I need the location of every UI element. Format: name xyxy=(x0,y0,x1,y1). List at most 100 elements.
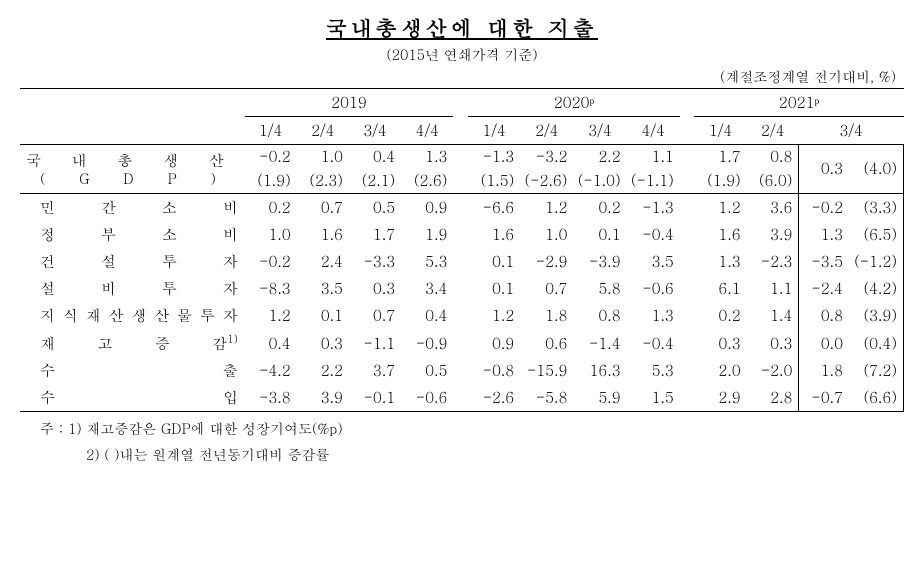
year-2020: 2020ᵖ xyxy=(468,89,680,117)
year-2021: 2021ᵖ xyxy=(694,89,903,117)
cell-value: 1.6 xyxy=(468,221,520,248)
cell-value: 3.5 xyxy=(627,248,680,275)
cell-value: -1.1 xyxy=(349,329,401,357)
cell-yoy: (6.0) xyxy=(747,169,799,194)
highlight-paren: (6.6) xyxy=(849,384,903,412)
q-header: 1/4 xyxy=(245,117,297,145)
cell-value: -0.2 xyxy=(245,248,297,275)
cell-value: 2.2 xyxy=(297,357,349,384)
footnote-2: 2) ( )내는 원계열 전년동기대비 증감률 xyxy=(20,444,904,464)
cell-value: -0.4 xyxy=(627,221,680,248)
cell-value: -15.9 xyxy=(520,357,573,384)
row-label: 건 설 투 자 xyxy=(20,248,230,275)
row-label-gdp: 국 내 총 생 산( G D P ) xyxy=(20,145,230,194)
cell-value: 1.2 xyxy=(245,302,297,329)
q-header: 4/4 xyxy=(627,117,680,145)
cell-value: 5.3 xyxy=(627,357,680,384)
highlight-main: -3.5 xyxy=(799,248,849,275)
cell-value: 0.8 xyxy=(573,302,626,329)
cell-value: 0.1 xyxy=(468,248,520,275)
cell-value: -2.3 xyxy=(747,248,799,275)
highlight-paren: (0.4) xyxy=(849,329,903,357)
cell-value: -1.3 xyxy=(627,194,680,222)
cell-value: 1.0 xyxy=(297,145,349,170)
cell-value: -0.6 xyxy=(627,275,680,302)
highlight-paren: (-1.2) xyxy=(849,248,903,275)
cell-value: 0.7 xyxy=(297,194,349,222)
cell-value: 0.6 xyxy=(520,329,573,357)
cell-value: 2.0 xyxy=(694,357,746,384)
cell-value: 1.7 xyxy=(349,221,401,248)
cell-value: 1.9 xyxy=(401,221,453,248)
row-label: 정 부 소 비 xyxy=(20,221,230,248)
cell-value: 16.3 xyxy=(573,357,626,384)
cell-value: 2.4 xyxy=(297,248,349,275)
cell-value: -3.2 xyxy=(520,145,573,170)
cell-value: 1.2 xyxy=(694,194,746,222)
cell-value: 0.1 xyxy=(468,275,520,302)
cell-value: -0.2 xyxy=(245,145,297,170)
cell-value: -8.3 xyxy=(245,275,297,302)
cell-yoy: (2.6) xyxy=(401,169,453,194)
cell-value: 3.5 xyxy=(297,275,349,302)
cell-value: -0.8 xyxy=(468,357,520,384)
table-head: 2019 2020ᵖ 2021ᵖ 1/4 2/4 3/4 4/4 1/4 2/4… xyxy=(20,89,904,145)
cell-yoy: (1.9) xyxy=(245,169,297,194)
table-body: 국 내 총 생 산( G D P )-0.21.00.41.3-1.3-3.22… xyxy=(20,145,904,412)
cell-value: 2.9 xyxy=(694,384,746,412)
highlight-paren: (3.9) xyxy=(849,302,903,329)
cell-value: 0.5 xyxy=(401,357,453,384)
cell-value: 3.9 xyxy=(297,384,349,412)
cell-value: 0.1 xyxy=(573,221,626,248)
cell-value: -3.9 xyxy=(573,248,626,275)
row-label: 지 식 재 산 생 산 물 투 자 xyxy=(20,302,230,329)
cell-value: 1.3 xyxy=(627,302,680,329)
cell-value: -0.6 xyxy=(401,384,453,412)
footnote-1: 주 : 1) 재고증감은 GDP에 대한 성장기여도(%p) xyxy=(20,418,904,438)
q-header: 4/4 xyxy=(401,117,453,145)
cell-value: 3.6 xyxy=(747,194,799,222)
cell-value: 1.2 xyxy=(468,302,520,329)
unit-note: (계절조정계열 전기대비, %) xyxy=(20,66,904,86)
table-title: 국내총생산에 대한 지출 xyxy=(20,12,904,42)
highlight-main: -2.4 xyxy=(799,275,849,302)
cell-value: 1.0 xyxy=(520,221,573,248)
cell-value: 1.8 xyxy=(520,302,573,329)
q-header: 2/4 xyxy=(520,117,573,145)
table-subtitle: (2015년 연쇄가격 기준) xyxy=(20,44,904,64)
row-label: 설 비 투 자 xyxy=(20,275,230,302)
cell-value: 2.2 xyxy=(573,145,626,170)
cell-value: -4.2 xyxy=(245,357,297,384)
cell-value: 1.5 xyxy=(627,384,680,412)
cell-value: 5.3 xyxy=(401,248,453,275)
cell-value: 1.7 xyxy=(694,145,746,170)
cell-yoy: (-1.1) xyxy=(627,169,680,194)
cell-value: 0.3 xyxy=(349,275,401,302)
cell-value: -2.9 xyxy=(520,248,573,275)
cell-value: -3.8 xyxy=(245,384,297,412)
cell-value: 0.4 xyxy=(245,329,297,357)
cell-yoy: (2.3) xyxy=(297,169,349,194)
cell-value: -0.1 xyxy=(349,384,401,412)
cell-value: 0.9 xyxy=(401,194,453,222)
cell-value: 0.4 xyxy=(349,145,401,170)
cell-value: 3.4 xyxy=(401,275,453,302)
q-header: 3/4 xyxy=(799,117,904,145)
cell-value: -6.6 xyxy=(468,194,520,222)
cell-yoy: (1.9) xyxy=(694,169,746,194)
cell-value: 1.3 xyxy=(694,248,746,275)
cell-value: -2.6 xyxy=(468,384,520,412)
cell-value: 0.7 xyxy=(349,302,401,329)
cell-value: 5.9 xyxy=(573,384,626,412)
q-header: 3/4 xyxy=(573,117,626,145)
cell-value: 0.2 xyxy=(245,194,297,222)
cell-value: 0.8 xyxy=(747,145,799,170)
highlight-paren: (6.5) xyxy=(849,221,903,248)
row-label: 민 간 소 비 xyxy=(20,194,230,222)
cell-value: -5.8 xyxy=(520,384,573,412)
cell-value: 0.4 xyxy=(401,302,453,329)
cell-value: 0.3 xyxy=(747,329,799,357)
q-header: 1/4 xyxy=(694,117,746,145)
highlight-main: 0.3 xyxy=(799,145,849,194)
cell-yoy: (1.5) xyxy=(468,169,520,194)
